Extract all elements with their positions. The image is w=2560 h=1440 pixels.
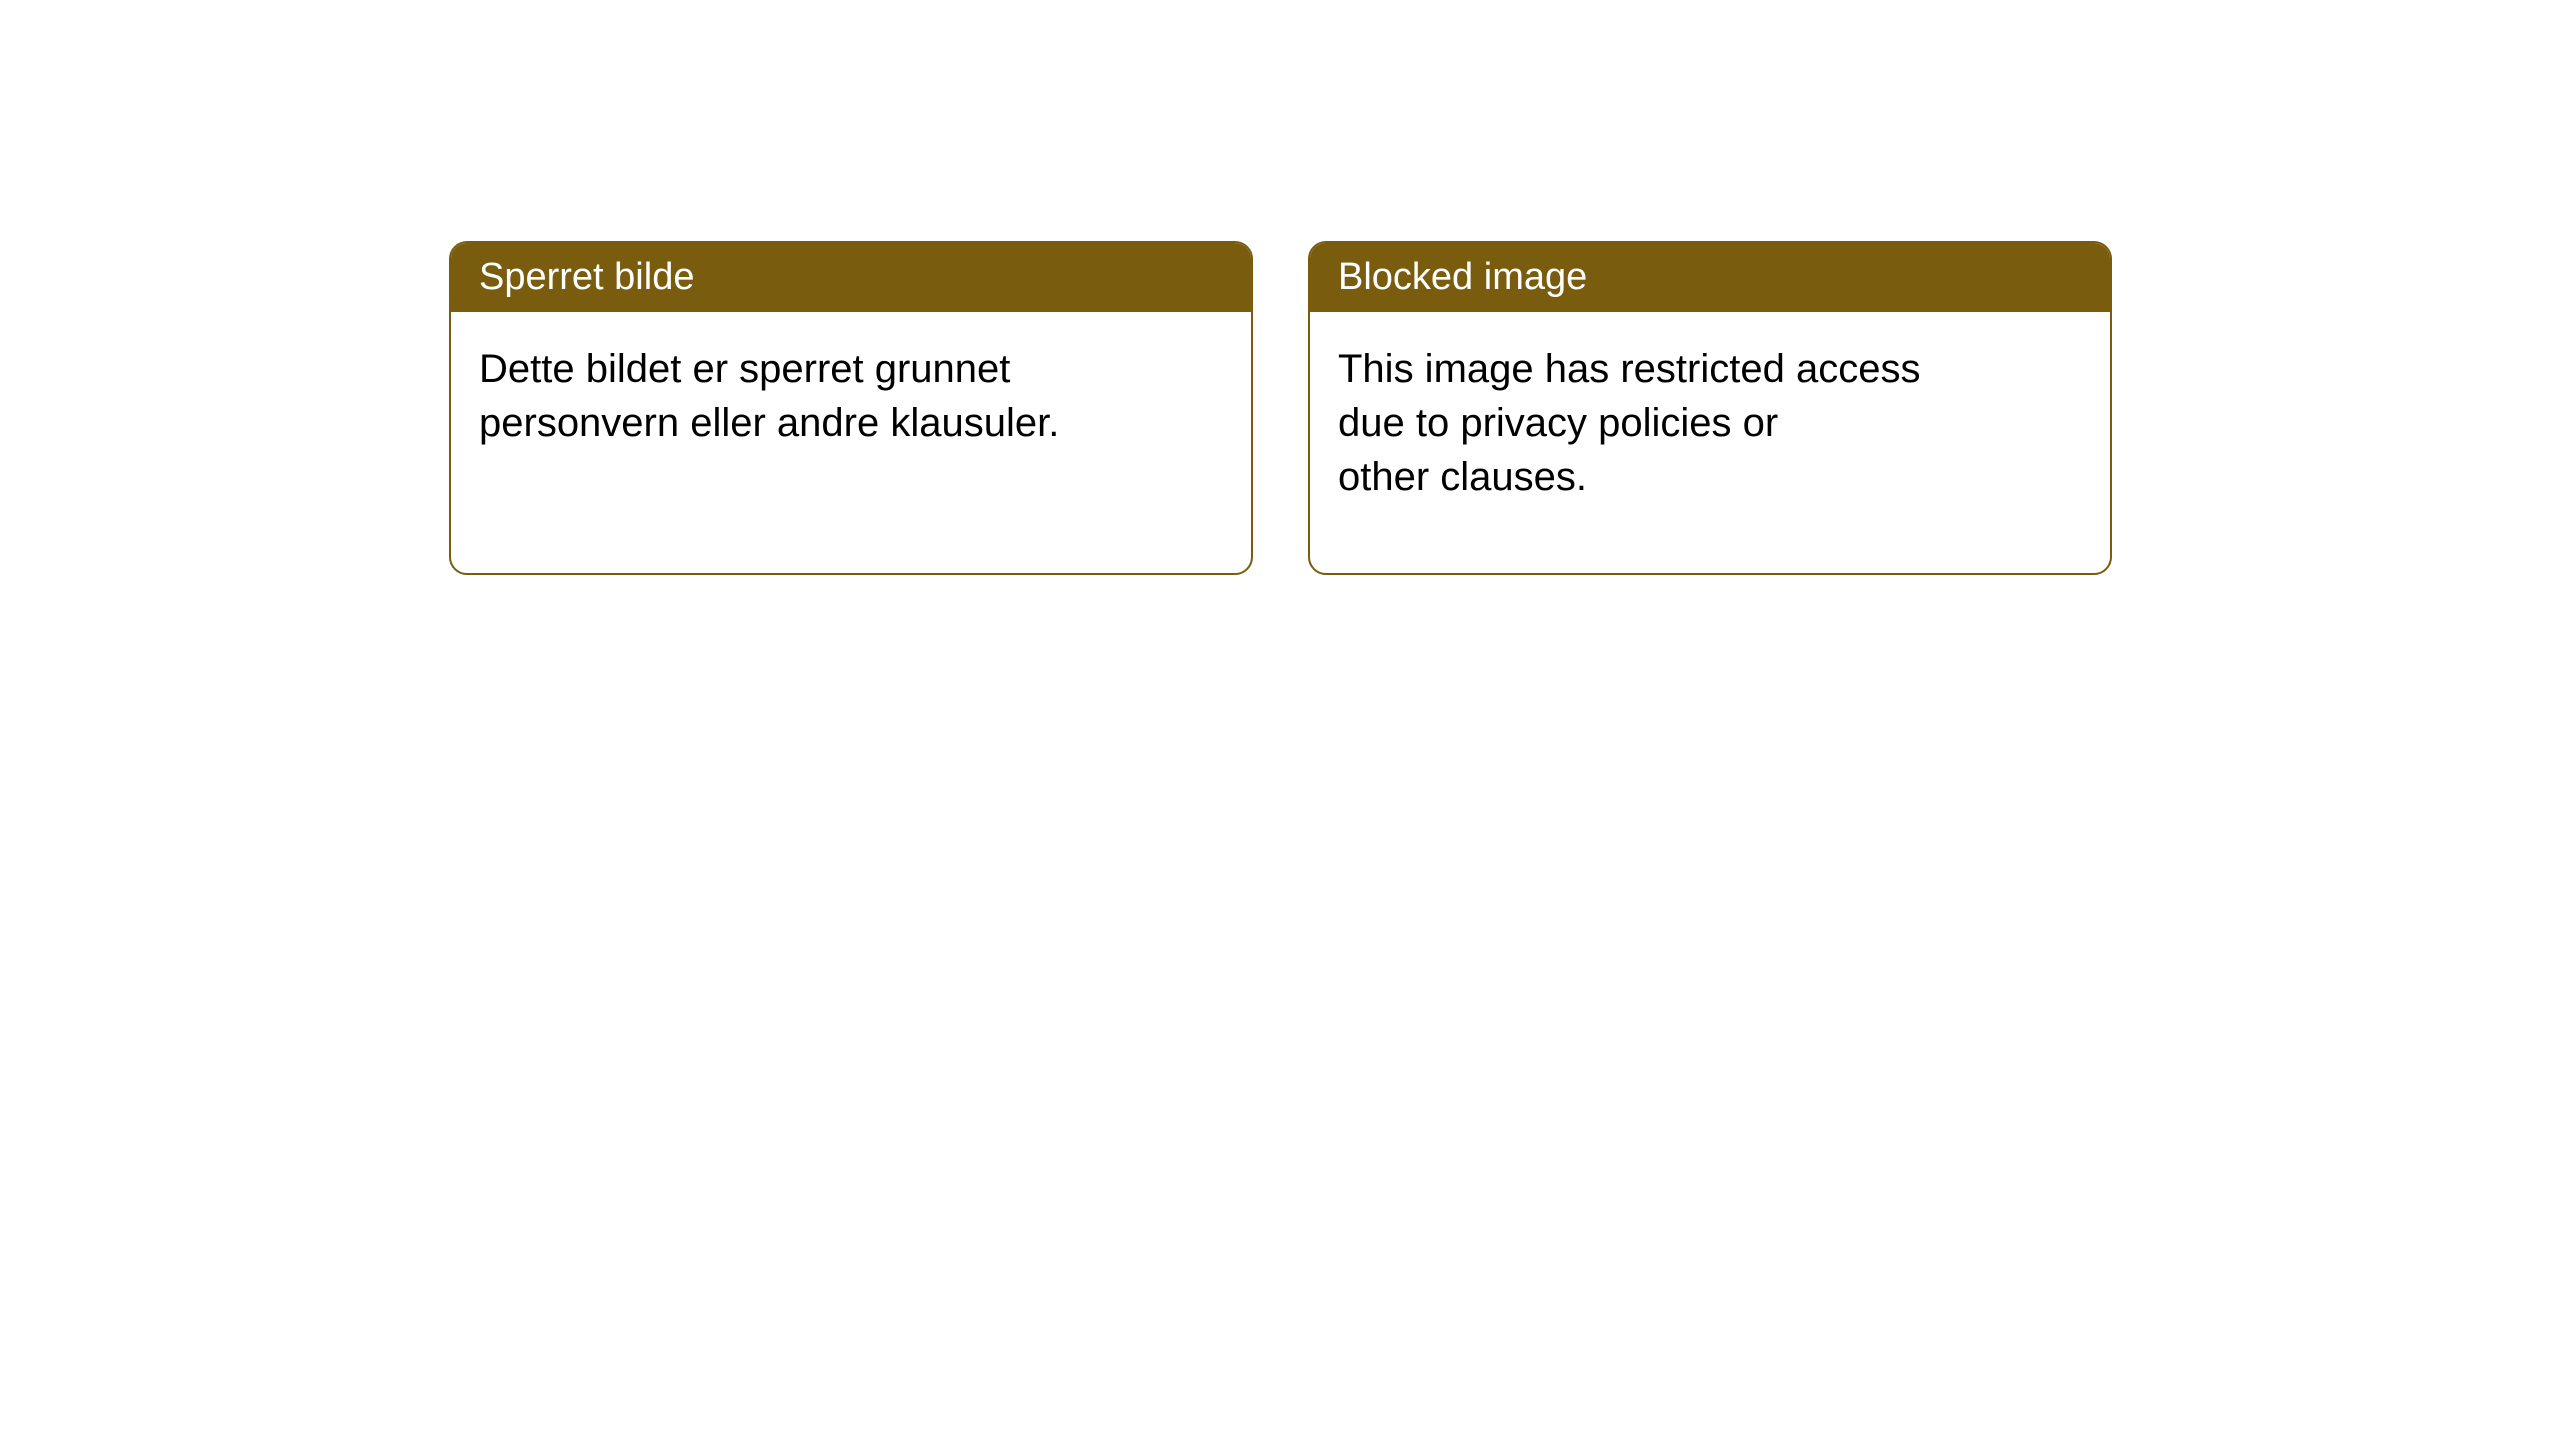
notice-card-english: Blocked image This image has restricted … — [1308, 241, 2112, 575]
notice-body: This image has restricted access due to … — [1310, 312, 2110, 534]
notice-card-norwegian: Sperret bilde Dette bildet er sperret gr… — [449, 241, 1253, 575]
notice-title: Blocked image — [1310, 243, 2110, 312]
notice-title: Sperret bilde — [451, 243, 1251, 312]
notice-container: Sperret bilde Dette bildet er sperret gr… — [449, 241, 2112, 575]
notice-body: Dette bildet er sperret grunnet personve… — [451, 312, 1251, 480]
